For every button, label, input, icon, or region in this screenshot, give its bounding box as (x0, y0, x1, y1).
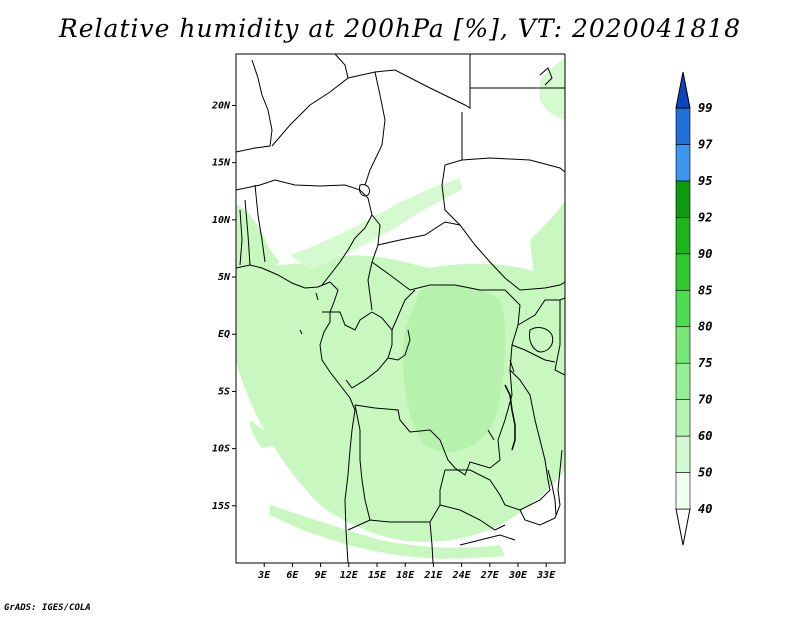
border-rwanda (511, 344, 556, 363)
lake-malawi (547, 469, 557, 516)
lon-tick-label: 9E (315, 570, 328, 581)
lat-tick-label: 15S (212, 501, 230, 512)
colorbar-label: 85 (698, 283, 712, 297)
colorbar-segment (675, 217, 691, 255)
border-nigeria (236, 179, 373, 286)
coastline (236, 264, 356, 563)
colorbar-label: 90 (698, 247, 712, 261)
colorbar-segment (675, 435, 691, 473)
border-car-south (371, 261, 505, 291)
colorbar-segment (675, 253, 691, 291)
colorbar-label: 60 (698, 429, 712, 443)
colorbar-segment (675, 399, 691, 437)
lat-tick-label: 20N (211, 100, 231, 111)
island-sao-tome (299, 329, 303, 335)
colorbar-label: 40 (698, 502, 712, 516)
border-north-2 (271, 54, 349, 147)
colorbar-label: 97 (698, 137, 713, 151)
border-ghana (239, 209, 243, 266)
border-angola (354, 404, 446, 523)
border-sudan-east (461, 157, 565, 173)
colorbar: 40 50 60 70 75 80 85 90 92 95 97 99 (675, 71, 713, 546)
colorbar-segment (675, 107, 691, 145)
lat-tick-label: 10S (212, 444, 230, 455)
lon-tick-label: 18E (396, 570, 415, 581)
border-togo (244, 199, 251, 266)
lon-tick-label: 21E (423, 570, 443, 581)
lon-tick-label: 24E (452, 570, 472, 581)
border-kenya (554, 300, 565, 376)
border-car (377, 221, 461, 246)
border-drc-west (387, 329, 411, 361)
border-gabon (322, 311, 373, 331)
colorbar-label: 92 (698, 210, 712, 224)
country-borders (236, 54, 565, 563)
humidity-shading (236, 58, 565, 559)
border-mozambique (519, 449, 563, 526)
border-south-sudan (519, 281, 565, 291)
border-uganda (517, 297, 565, 326)
border-north-3 (347, 54, 471, 109)
island-bioko (315, 292, 319, 301)
lon-tick-label: 30E (508, 570, 528, 581)
colorbar-label: 50 (698, 466, 712, 480)
colorbar-label: 70 (698, 393, 712, 407)
colorbar-segment (675, 472, 691, 510)
border-drc-north (391, 289, 416, 331)
lon-tick-label: 12E (340, 570, 359, 581)
colorbar-segment (675, 144, 691, 182)
grads-credit: GrADS: IGES/COLA (4, 603, 91, 613)
lon-tick-label: 6E (286, 570, 299, 581)
lake-tanganyika (504, 384, 516, 451)
border-drc-east (354, 289, 521, 476)
lon-tick-label: 3E (257, 570, 271, 581)
lon-tick-label: 33E (536, 570, 556, 581)
lake-victoria (529, 327, 554, 353)
lake-mweru (487, 429, 495, 441)
colorbar-high-arrow (675, 71, 691, 109)
colorbar-segment (675, 180, 691, 218)
lon-axis: 3E 6E 9E 12E 15E 18E 21E 24E 27E 30E 33E (257, 563, 556, 581)
lat-tick-label: 10N (212, 215, 231, 226)
colorbar-segment (675, 326, 691, 364)
lat-tick-label: 5S (218, 386, 230, 397)
humidity-band-north (290, 178, 462, 270)
humidity-region-northeast (540, 58, 565, 120)
lat-tick-label: 15N (212, 158, 231, 169)
border-tanzania (509, 369, 551, 491)
border-benin (254, 184, 266, 263)
colorbar-segment (675, 362, 691, 400)
humidity-core (403, 284, 506, 452)
lake-chad (359, 184, 371, 197)
colorbar-label: 99 (698, 101, 712, 115)
humidity-band-south (270, 505, 505, 559)
border-namibia (347, 519, 371, 531)
humidity-region-southwest (250, 420, 278, 448)
lon-tick-label: 15E (368, 570, 387, 581)
colorbar-label: 95 (698, 174, 712, 188)
colorbar-label: 75 (698, 356, 712, 370)
humidity-region-central (236, 255, 565, 542)
lon-tick-label: 27E (480, 570, 500, 581)
border-north (236, 59, 273, 153)
colorbar-label: 80 (698, 320, 712, 334)
border-sudan (441, 112, 521, 291)
border-zambia (445, 469, 551, 511)
map-frame (235, 53, 566, 564)
humidity-region-east (530, 200, 565, 300)
border-zimbabwe (459, 534, 516, 546)
border-botswana (429, 521, 434, 563)
colorbar-low-arrow (675, 508, 691, 546)
lake-kivu (509, 359, 515, 373)
border-chad-north (364, 71, 386, 186)
lat-axis: 20N 15N 10N 5N EQ 5S 10S 15S (211, 100, 236, 512)
coast-east (539, 67, 553, 86)
lat-tick-label: 5N (218, 272, 231, 283)
border-zambia-south (439, 504, 506, 531)
colorbar-segment (675, 289, 691, 328)
lat-tick-label: EQ (218, 329, 230, 340)
map-title: Relative humidity at 200hPa [%], VT: 202… (58, 14, 742, 43)
